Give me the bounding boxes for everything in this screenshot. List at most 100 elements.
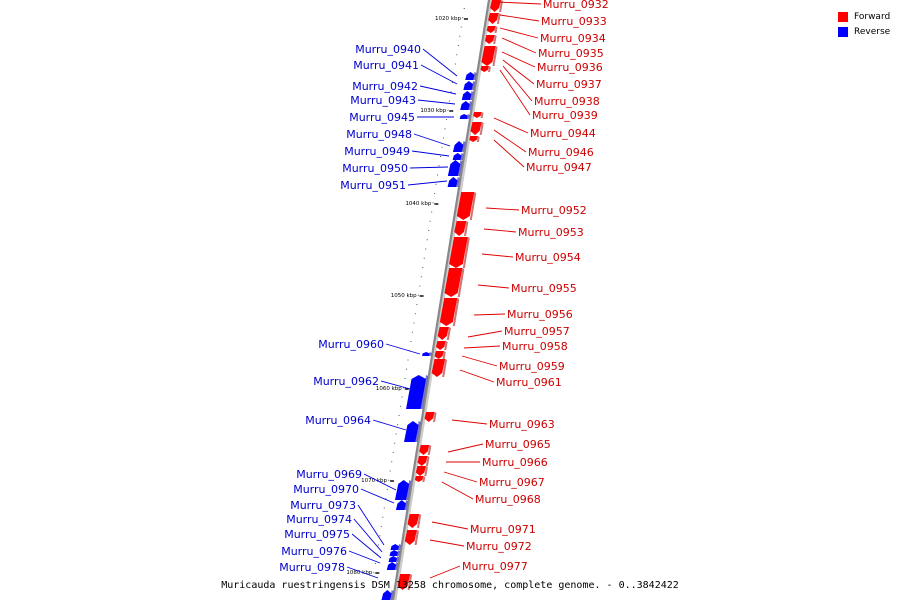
leader-line [409, 166, 449, 169]
reverse-gene-shape [463, 81, 476, 90]
leader-line [501, 51, 536, 68]
gene-side [499, 0, 503, 12]
gene-body [419, 445, 430, 455]
leader-line [380, 380, 415, 391]
gene-body [397, 574, 411, 590]
minor-tick [407, 359, 409, 361]
gene-label-text: Murru_0972 [466, 540, 532, 553]
minor-tick [450, 91, 452, 93]
leader-line [493, 117, 529, 134]
minor-tick [397, 424, 399, 426]
gene-body [381, 590, 392, 600]
gene-body [469, 136, 478, 142]
gene-label-text: Murru_0966 [482, 456, 548, 469]
minor-tick [398, 415, 400, 416]
gene-side [390, 590, 394, 600]
minor-tick [459, 35, 461, 37]
forward-gene-label: Murru_0967 [443, 471, 545, 489]
forward-gene-shape [436, 341, 448, 350]
forward-gene-label: Murru_0957 [467, 325, 570, 338]
minor-tick [422, 267, 424, 268]
gene-label-text: Murru_0933 [541, 15, 607, 28]
gene-body [417, 456, 428, 466]
gene-label-text: Murru_0934 [540, 32, 606, 45]
leader-line [420, 64, 458, 85]
leader-line [413, 133, 451, 147]
reverse-gene-shape [452, 141, 466, 152]
minor-tick [445, 119, 447, 120]
forward-gene-label: Murru_0959 [461, 355, 565, 373]
reverse-gene-label: Murru_0960 [318, 338, 421, 355]
gene-side [429, 352, 432, 356]
gene-side [425, 456, 430, 466]
leader-line [357, 504, 385, 546]
leader-line [502, 65, 533, 102]
gene-label-text: Murru_0955 [511, 282, 577, 295]
forward-gene-label: Murru_0953 [483, 226, 584, 239]
forward-gene-shape [434, 351, 446, 359]
gene-body [459, 114, 468, 119]
minor-tick [404, 378, 406, 379]
leader-line [451, 419, 488, 425]
leader-line [411, 150, 450, 157]
gene-side [404, 500, 408, 510]
gene-label-text: Murru_0961 [496, 376, 562, 389]
forward-gene-shape [424, 412, 437, 422]
forward-gene-shape [419, 445, 432, 455]
gene-label-text: Murru_0973 [290, 499, 356, 512]
leader-line [459, 369, 495, 383]
minor-tick [382, 516, 384, 518]
forward-gene-label: Murru_0961 [459, 369, 562, 389]
gene-body [422, 352, 430, 356]
reverse-gene-shape [422, 352, 432, 356]
gene-body [449, 237, 468, 268]
minor-tick [413, 322, 415, 324]
leader-line [407, 180, 448, 186]
gene-side [406, 480, 412, 500]
gene-label-text: Murru_0944 [530, 127, 596, 140]
gene-body [439, 298, 458, 326]
gene-body [389, 550, 398, 556]
map-caption: Muricauda ruestringensis DSM 13258 chrom… [221, 580, 679, 591]
forward-gene-label: Murru_0958 [463, 340, 568, 353]
minor-tick [429, 220, 431, 222]
leader-line [499, 27, 539, 39]
minor-tick [416, 304, 418, 305]
gene-body [414, 476, 424, 482]
legend-item-forward: Forward [838, 9, 890, 24]
gene-body [454, 221, 467, 236]
minor-tick [434, 193, 436, 194]
forward-gene-label: Murru_0933 [499, 14, 607, 28]
gene-side [466, 114, 470, 119]
reverse-gene-label: Murru_0941 [353, 59, 458, 85]
gene-label-text: Murru_0977 [462, 560, 528, 573]
gene-side [463, 221, 469, 236]
reverse-gene-shape [386, 562, 399, 570]
minor-tick [373, 572, 375, 574]
tick-label: 1070 kbp [361, 478, 387, 484]
leader-line [422, 48, 458, 77]
minor-tick [385, 498, 387, 500]
gene-label-text: Murru_0938 [534, 95, 600, 108]
reverse-gene-shape [389, 550, 400, 556]
gene-label-text: Murru_0946 [528, 146, 594, 159]
forward-swatch [838, 11, 848, 22]
gene-side [446, 327, 451, 340]
minor-tick [451, 82, 453, 83]
minor-tick [432, 202, 434, 204]
minor-tick [395, 433, 397, 435]
gene-label-text: Murru_0932 [543, 0, 609, 11]
gene-body [470, 122, 482, 135]
gene-side [432, 412, 437, 422]
leader-line [417, 99, 456, 105]
minor-tick [456, 54, 458, 56]
forward-gene-label: Murru_0932 [496, 0, 609, 11]
leader-line [447, 443, 484, 453]
reverse-gene-shape [404, 421, 421, 442]
gene-side [469, 192, 477, 220]
gene-side [422, 476, 426, 482]
gene-side [494, 26, 498, 33]
reverse-gene-shape [460, 101, 472, 110]
reverse-gene-label: Murru_0949 [344, 145, 450, 158]
forward-gene-shape [404, 530, 419, 545]
